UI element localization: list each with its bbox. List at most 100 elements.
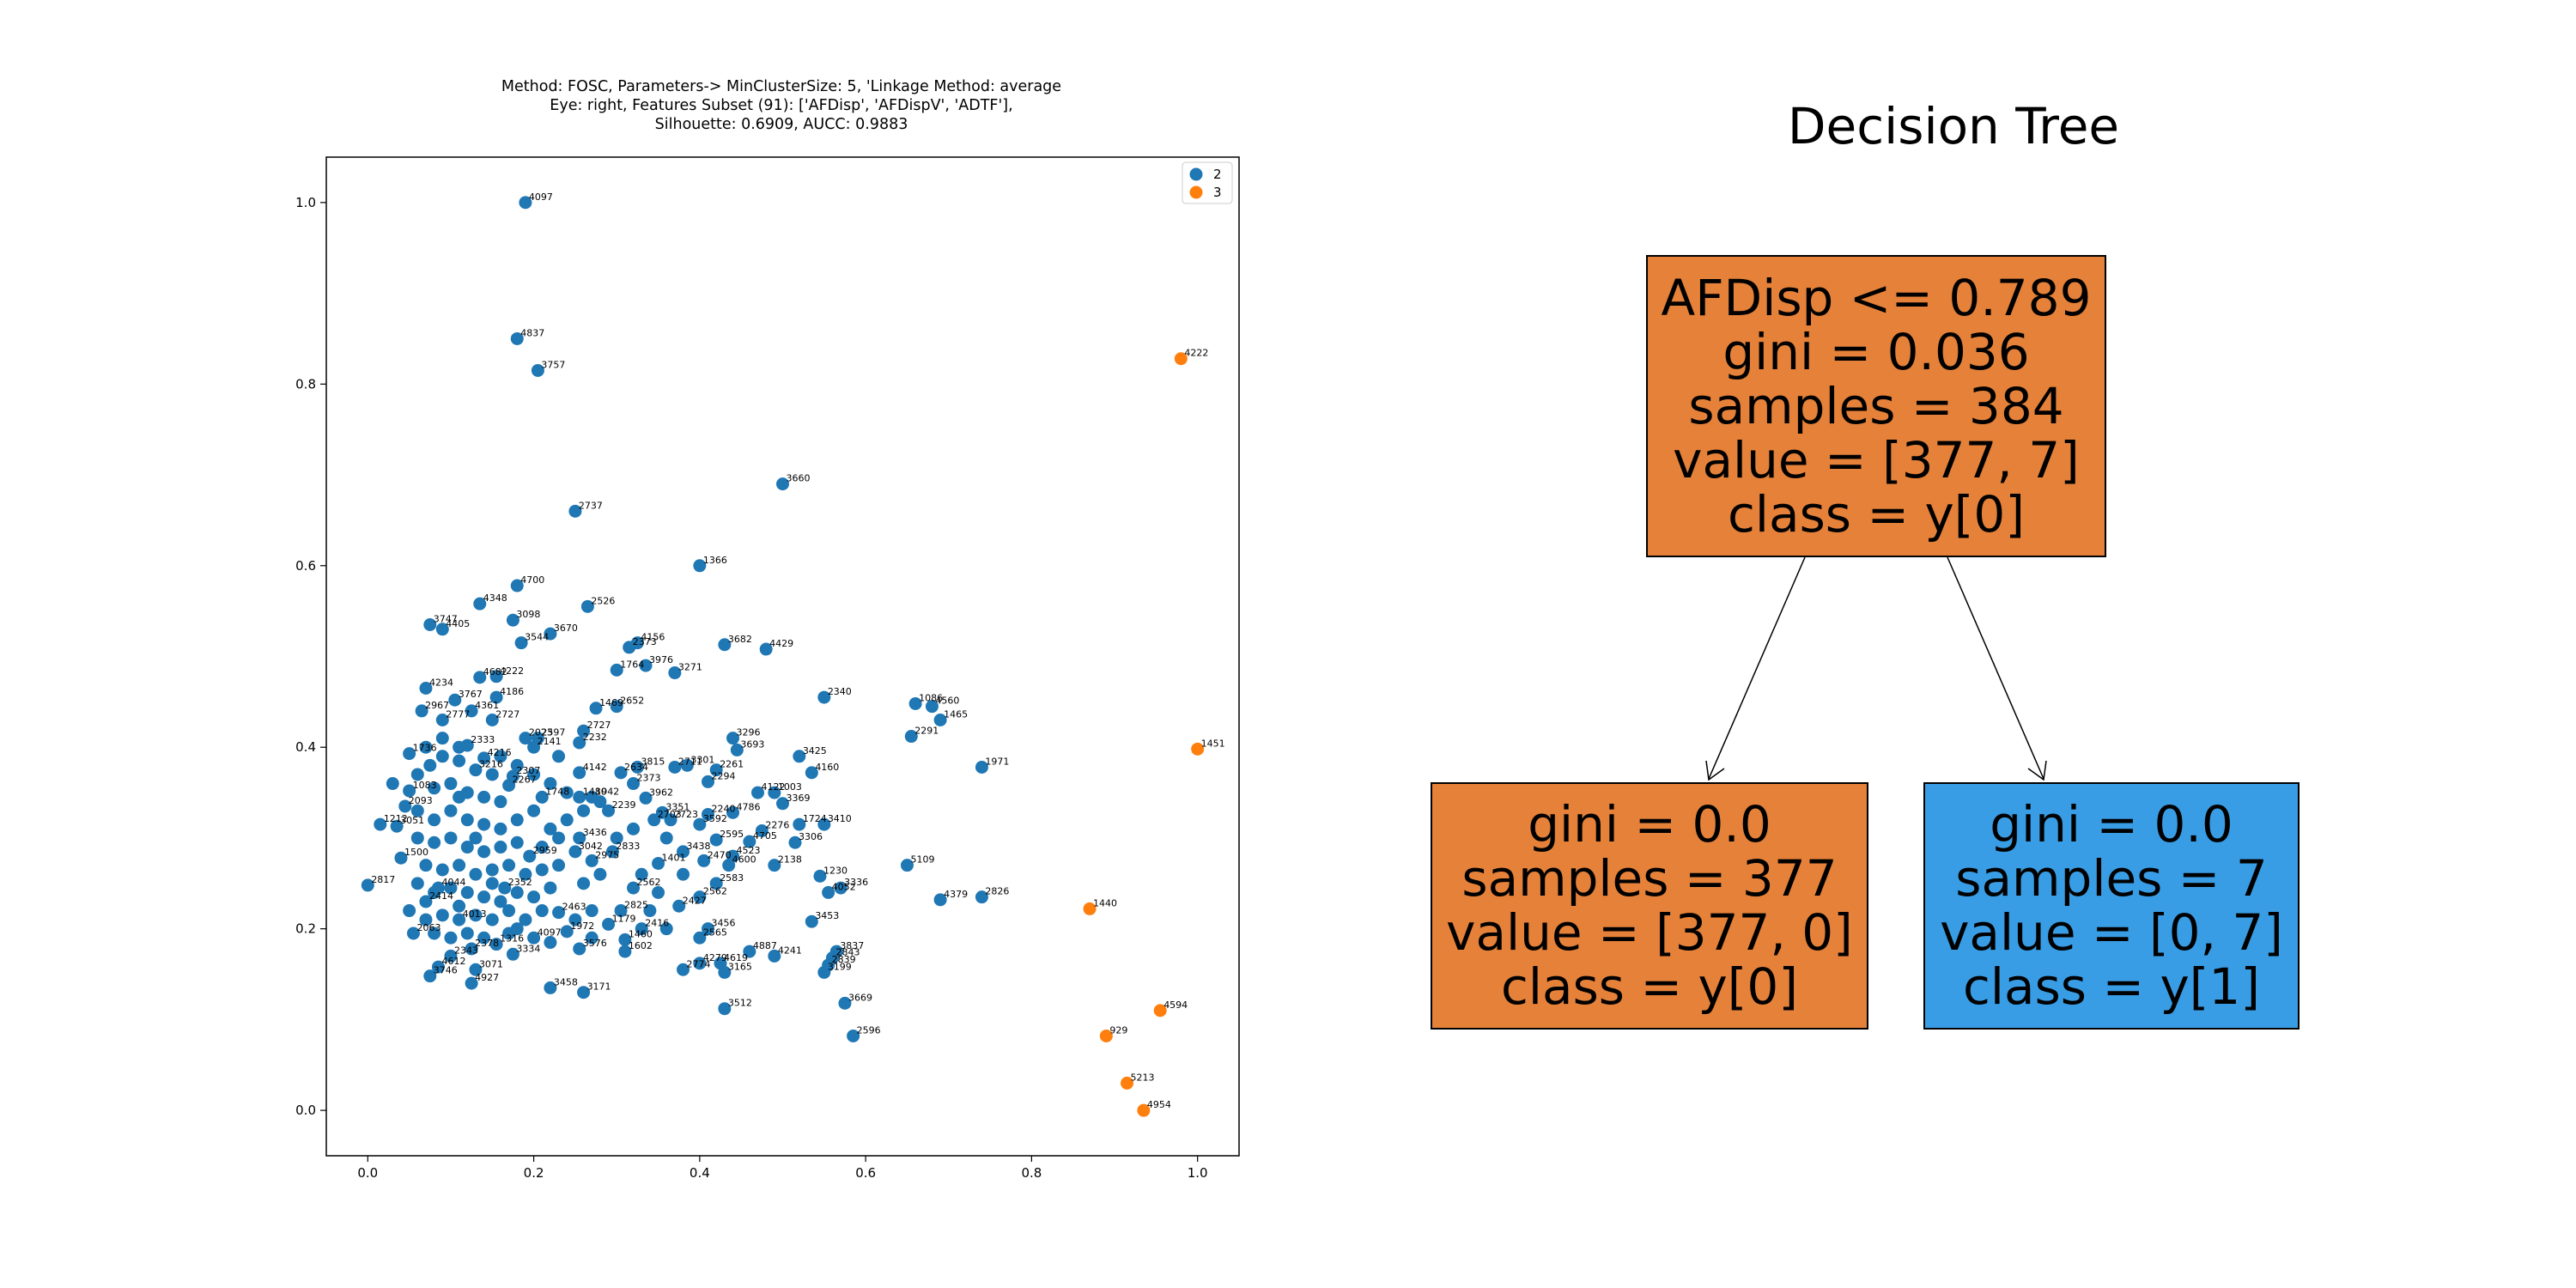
point-cluster-2 — [560, 786, 574, 799]
point-label: 2833 — [616, 841, 640, 852]
point-label: 2975 — [595, 849, 619, 860]
point-label: 4216 — [488, 747, 512, 758]
point-label: 3425 — [803, 745, 827, 756]
point-label: 4279 — [703, 952, 727, 963]
point-cluster-2 — [531, 363, 544, 377]
tree-node-left-leaf: gini = 0.0 samples = 377 value = [377, 0… — [1431, 782, 1868, 1030]
point-cluster-2 — [477, 890, 491, 904]
point-cluster-2 — [444, 881, 458, 895]
point-cluster-2 — [768, 859, 781, 872]
point-label: 2967 — [425, 700, 449, 711]
point-cluster-2 — [817, 690, 831, 704]
point-cluster-2 — [485, 768, 499, 781]
y-tick-label: 0.2 — [295, 921, 316, 937]
point-label: 1942 — [595, 786, 619, 797]
root-split-rule: AFDisp <= 0.789 — [1661, 268, 2092, 327]
point-label: 3660 — [787, 473, 811, 484]
point-label: 1500 — [404, 847, 428, 858]
scatter-title-line-1: Method: FOSC, Parameters-> MinClusterSiz… — [501, 78, 1062, 95]
point-label: 1972 — [570, 920, 594, 932]
point-label: 3746 — [434, 965, 458, 976]
point-label: 2737 — [579, 500, 603, 511]
point-cluster-2 — [568, 845, 582, 859]
point-cluster-3 — [1083, 902, 1097, 915]
point-cluster-2 — [448, 693, 462, 707]
point-cluster-2 — [527, 890, 541, 904]
point-label: 4927 — [475, 972, 499, 983]
point-cluster-2 — [552, 906, 566, 920]
point-cluster-2 — [423, 617, 437, 631]
point-cluster-2 — [465, 704, 478, 718]
point-label: 3410 — [828, 813, 852, 824]
point-label: 2373 — [637, 773, 661, 784]
point-label: 3456 — [712, 918, 736, 929]
point-label: 2416 — [645, 918, 669, 929]
point-label: 2267 — [513, 775, 537, 786]
point-cluster-2 — [805, 766, 818, 780]
point-cluster-2 — [585, 904, 598, 918]
point-label: 2023 — [529, 727, 553, 738]
point-cluster-3 — [1121, 1076, 1134, 1090]
point-cluster-2 — [435, 714, 449, 727]
point-cluster-2 — [933, 893, 947, 907]
point-label: 2727 — [587, 720, 611, 731]
y-tick-label: 0.6 — [295, 558, 316, 574]
point-cluster-2 — [419, 740, 433, 754]
point-cluster-2 — [435, 863, 449, 877]
point-cluster-2 — [610, 831, 623, 845]
point-cluster-2 — [419, 913, 433, 927]
point-label: 2723 — [674, 809, 698, 820]
scatter-panel: Method: FOSC, Parameters-> MinClusterSiz… — [295, 77, 1240, 1181]
point-cluster-2 — [460, 813, 474, 827]
scatter-title-line-3: Silhouette: 0.6909, AUCC: 0.9883 — [654, 116, 908, 133]
point-cluster-2 — [577, 877, 591, 890]
point-label: 4600 — [732, 854, 756, 866]
point-cluster-2 — [506, 613, 519, 627]
point-label: 2825 — [624, 900, 648, 911]
point-label: 3976 — [649, 654, 673, 665]
point-cluster-2 — [473, 597, 487, 611]
point-cluster-2 — [639, 791, 653, 805]
point-cluster-2 — [485, 877, 499, 890]
point-cluster-2 — [494, 750, 507, 763]
point-label: 3199 — [828, 961, 852, 972]
point-label: 1971 — [985, 756, 1009, 767]
point-label: 1440 — [1093, 897, 1117, 908]
point-cluster-2 — [473, 671, 487, 684]
point-label: 3453 — [815, 910, 839, 921]
point-label: 3436 — [583, 827, 607, 838]
point-cluster-2 — [726, 732, 740, 745]
point-cluster-2 — [817, 817, 831, 831]
point-label: 4222 — [1184, 348, 1208, 359]
point-cluster-2 — [585, 854, 598, 867]
point-label: 3438 — [687, 841, 711, 852]
point-cluster-2 — [834, 881, 848, 895]
point-label: 3071 — [479, 958, 503, 969]
point-cluster-2 — [568, 913, 582, 927]
scatter-title: Method: FOSC, Parameters-> MinClusterSiz… — [326, 77, 1236, 134]
point-cluster-2 — [444, 777, 458, 791]
point-cluster-2 — [510, 579, 524, 592]
point-label: 1083 — [413, 780, 437, 791]
point-label: 2727 — [495, 709, 519, 720]
point-cluster-2 — [444, 831, 458, 845]
point-label: 2703 — [658, 809, 682, 820]
point-label: 2276 — [765, 819, 789, 830]
point-label: 3271 — [678, 662, 702, 673]
point-cluster-2 — [702, 922, 715, 936]
point-cluster-2 — [510, 758, 524, 772]
root-class: class = y[0] — [1728, 484, 2025, 544]
point-label: 3296 — [737, 727, 761, 738]
point-cluster-2 — [652, 857, 665, 871]
point-label: 4954 — [1147, 1099, 1171, 1110]
point-cluster-2 — [639, 659, 653, 672]
point-cluster-2 — [410, 804, 424, 817]
point-label: 3962 — [649, 787, 673, 798]
point-cluster-2 — [535, 904, 549, 918]
point-cluster-2 — [510, 835, 524, 849]
point-cluster-2 — [585, 931, 598, 945]
point-cluster-2 — [423, 969, 437, 983]
point-label: 4234 — [429, 677, 453, 689]
point-cluster-2 — [485, 913, 499, 927]
point-cluster-3 — [1174, 352, 1188, 366]
